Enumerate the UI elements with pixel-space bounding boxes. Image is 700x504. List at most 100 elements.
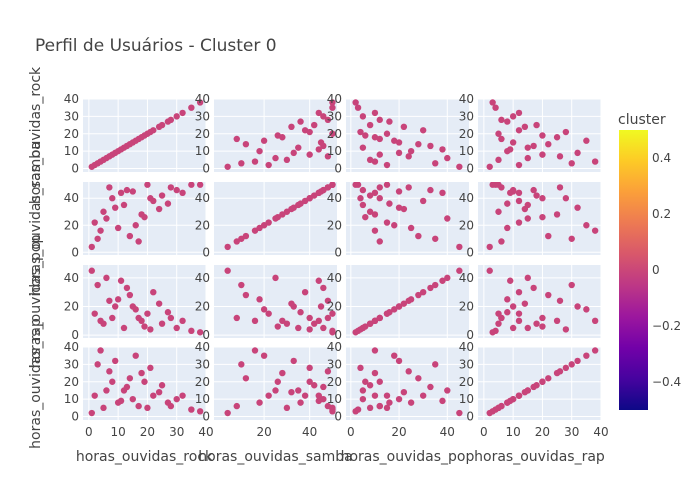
data-point <box>144 310 151 317</box>
data-point <box>265 392 272 399</box>
data-point <box>376 238 383 245</box>
y-tick-label: 0 <box>202 328 210 342</box>
y-tick-label: 20 <box>195 300 210 314</box>
data-point <box>188 104 195 111</box>
data-point <box>196 182 204 188</box>
y-tick-label: 20 <box>64 127 79 141</box>
data-point <box>260 306 268 313</box>
data-point <box>359 144 367 151</box>
data-point <box>97 317 104 325</box>
data-point <box>233 402 240 410</box>
y-tick-label: 40 <box>327 191 342 205</box>
y-axis-label: horas_ouvidas_rap <box>28 318 44 449</box>
data-point <box>329 408 336 415</box>
data-point <box>167 184 175 191</box>
y-tick-label: 10 <box>459 392 474 406</box>
data-point <box>509 139 517 146</box>
data-point <box>553 211 561 218</box>
data-point <box>376 402 383 410</box>
y-tick-label: 0 <box>202 162 210 176</box>
y-tick-label: 0 <box>466 162 474 176</box>
data-point <box>419 197 427 205</box>
data-point <box>419 392 427 399</box>
x-tick-label: 0 <box>480 425 488 439</box>
data-point <box>366 382 374 389</box>
data-point <box>486 243 493 251</box>
data-point <box>306 364 313 372</box>
data-point <box>144 182 151 188</box>
y-tick-label: 30 <box>195 357 210 371</box>
data-point <box>489 329 496 336</box>
data-point <box>260 137 268 144</box>
y-tick-label: 10 <box>327 392 342 406</box>
data-point <box>123 284 131 292</box>
data-point <box>539 314 546 322</box>
data-point <box>439 277 446 284</box>
data-point <box>574 357 581 365</box>
colorbar-tick-label: 0.2 <box>652 207 671 221</box>
data-point <box>297 309 304 316</box>
y-tick-label: 20 <box>64 375 79 389</box>
points-group <box>224 99 336 170</box>
data-point <box>256 296 263 303</box>
data-point <box>495 156 502 164</box>
data-point <box>272 154 279 162</box>
data-point <box>179 189 186 197</box>
data-point <box>251 347 259 354</box>
points-group <box>88 99 204 170</box>
y-tick-label: 20 <box>195 127 210 141</box>
data-point <box>359 387 367 394</box>
data-point <box>486 267 493 274</box>
data-point <box>495 130 502 137</box>
y-tick-label: 0 <box>71 410 79 424</box>
data-point <box>545 232 552 240</box>
data-point <box>100 404 107 412</box>
data-point <box>383 182 391 188</box>
points-group <box>352 182 463 251</box>
data-point <box>539 323 546 330</box>
data-point <box>324 297 332 304</box>
data-point <box>371 109 379 117</box>
y-tick-label: 40 <box>459 271 474 285</box>
data-point <box>507 189 514 197</box>
data-point <box>301 288 309 296</box>
data-point <box>386 118 393 125</box>
data-point <box>320 383 327 391</box>
data-point <box>88 267 95 274</box>
data-point <box>539 132 546 139</box>
x-tick-label: 40 <box>440 425 455 439</box>
data-point <box>288 205 295 213</box>
data-point <box>439 189 446 197</box>
data-point <box>106 184 113 191</box>
data-point <box>260 222 268 229</box>
y-tick-label: 20 <box>64 300 79 314</box>
data-point <box>150 392 157 399</box>
y-tick-label: 40 <box>64 191 79 205</box>
y-tick-label: 40 <box>195 271 210 285</box>
data-point <box>288 123 295 131</box>
y-axis-label: horas_ouvidas_rock <box>28 66 44 204</box>
data-point <box>427 383 434 391</box>
data-point <box>233 238 240 245</box>
data-point <box>106 297 113 304</box>
data-point <box>521 123 529 131</box>
x-tick-label: 40 <box>302 425 317 439</box>
data-point <box>583 306 590 313</box>
data-point <box>288 300 295 307</box>
data-point <box>362 378 369 385</box>
data-point <box>129 395 136 403</box>
data-point <box>224 243 231 251</box>
data-point <box>274 132 281 139</box>
data-point <box>97 227 104 234</box>
data-point <box>238 361 245 368</box>
data-point <box>290 357 297 365</box>
data-point <box>521 205 529 213</box>
data-point <box>117 146 125 153</box>
data-point <box>311 382 318 389</box>
data-point <box>179 109 186 117</box>
data-point <box>357 326 364 333</box>
data-point <box>324 116 332 124</box>
points-group <box>486 99 599 170</box>
points-group <box>224 347 336 417</box>
